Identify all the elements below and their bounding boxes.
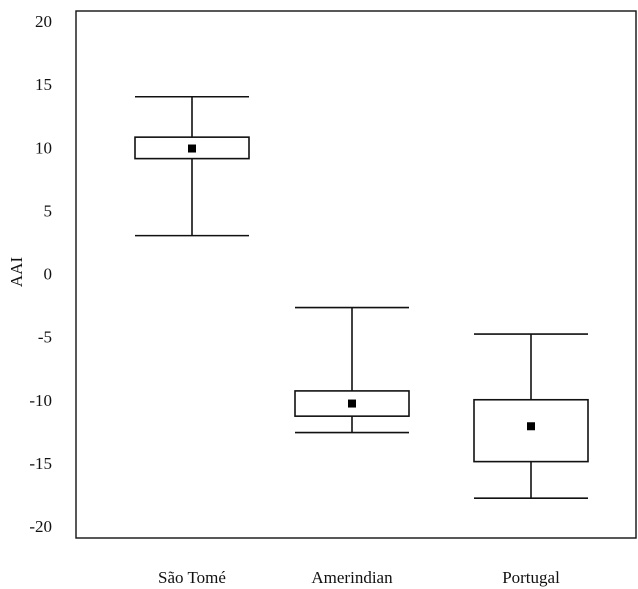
- y-tick-label: -20: [29, 517, 52, 536]
- mean-marker: [527, 422, 535, 431]
- box-plot-series: [134, 95, 589, 500]
- mean-marker: [188, 144, 196, 153]
- y-tick-label: -10: [29, 391, 52, 410]
- x-category-label: Amerindian: [311, 568, 393, 587]
- y-tick-label: -15: [29, 454, 52, 473]
- box-rect: [473, 398, 589, 463]
- y-tick-label: -5: [38, 328, 52, 347]
- plot-frame: [75, 10, 637, 539]
- box-group: [134, 95, 250, 237]
- mean-marker: [348, 399, 356, 408]
- box-group: [473, 333, 589, 500]
- y-tick-label: 5: [44, 201, 53, 220]
- y-tick-label: 10: [35, 138, 52, 157]
- x-category-label: Portugal: [502, 568, 560, 587]
- y-axis-title: AAI: [7, 257, 26, 288]
- x-category-label: São Tomé: [158, 568, 226, 587]
- box-group: [294, 306, 410, 434]
- y-axis-ticks: 20 15 10 5 0 -5 -10 -15 -20: [29, 12, 52, 536]
- y-tick-label: 0: [44, 265, 53, 284]
- y-tick-label: 20: [35, 12, 52, 31]
- x-axis-category-labels: São Tomé Amerindian Portugal: [158, 568, 560, 587]
- y-tick-label: 15: [35, 75, 52, 94]
